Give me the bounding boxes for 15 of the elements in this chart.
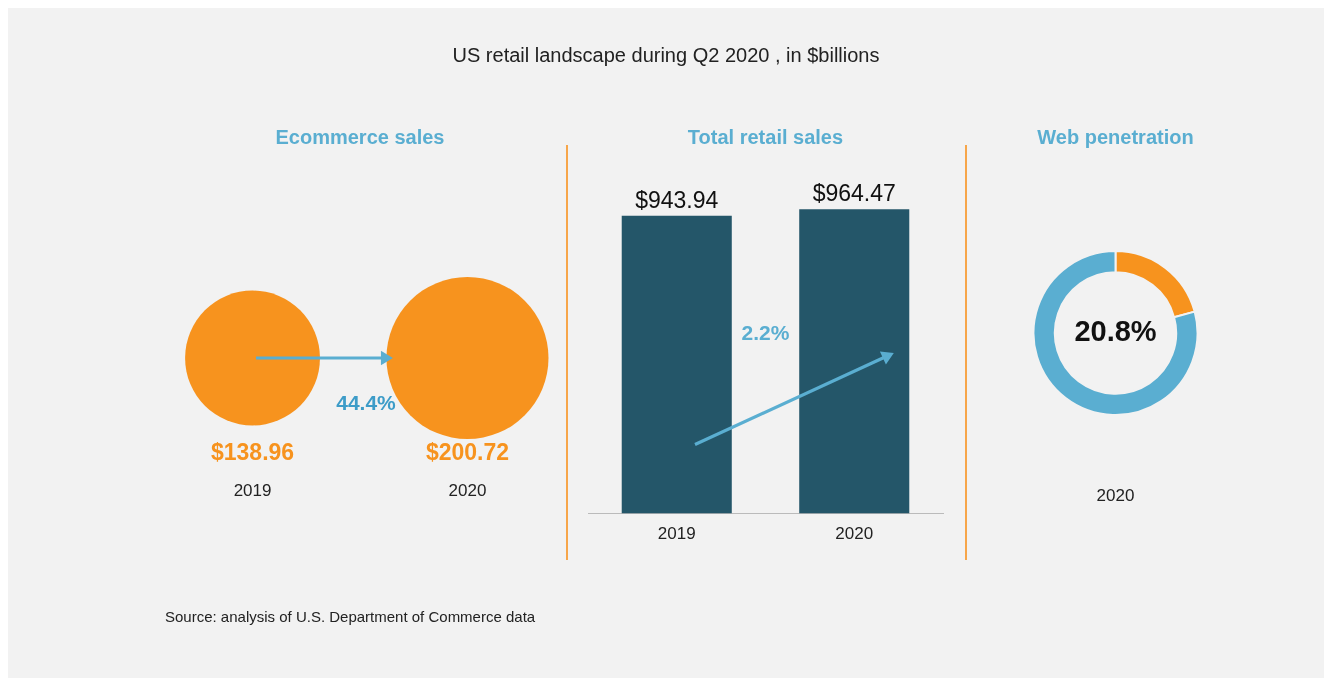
- data-label: $943.94: [635, 186, 719, 213]
- text: Ecommerce sales: [274, 126, 446, 149]
- text: 44.4%: [336, 391, 397, 414]
- data-label: $200.72: [425, 439, 510, 465]
- category-label: 2019: [233, 481, 272, 500]
- text: US retail landscape during Q2 2020 , in $billions: [451, 44, 881, 67]
- text: 20.8%: [1074, 315, 1157, 347]
- text: 2020: [1096, 485, 1135, 505]
- data-label: $964.47: [812, 180, 896, 207]
- data-label: $138.96: [210, 439, 295, 465]
- annotation: 2.2%: [741, 321, 790, 345]
- chart-title: Web penetration: [1036, 126, 1195, 149]
- category-label: 2020: [448, 481, 487, 500]
- source-note: Source: analysis of U.S. Department of Commerce data: [165, 608, 536, 625]
- chart-title: Total retail sales: [686, 126, 845, 149]
